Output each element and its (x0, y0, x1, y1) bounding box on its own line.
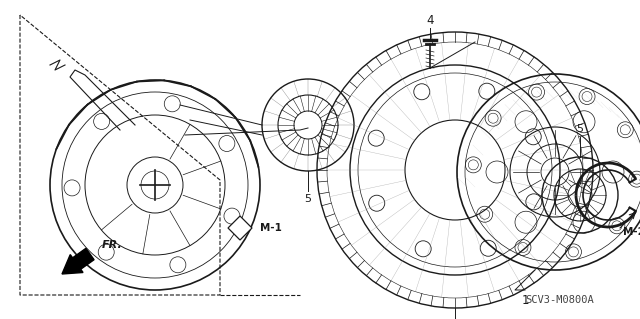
Text: 5: 5 (577, 124, 584, 134)
Text: M-1: M-1 (260, 223, 282, 233)
Text: M-2: M-2 (623, 227, 640, 237)
Text: 5: 5 (305, 194, 312, 204)
Text: FR.: FR. (102, 240, 123, 250)
Polygon shape (228, 216, 252, 240)
FancyArrow shape (62, 248, 94, 274)
Text: SCV3-M0800A: SCV3-M0800A (525, 295, 595, 305)
Text: 1: 1 (521, 293, 529, 307)
Text: 4: 4 (426, 13, 434, 26)
